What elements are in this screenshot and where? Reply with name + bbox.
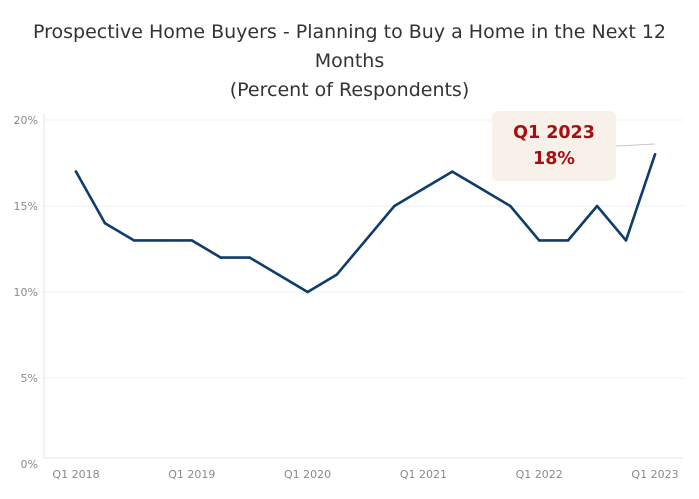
callout-value: 18% — [533, 149, 575, 169]
x-tick-label: Q1 2023 — [631, 468, 678, 481]
data-point — [364, 239, 367, 242]
y-tick-label: 20% — [14, 114, 38, 127]
data-point — [74, 170, 78, 173]
data-point — [480, 187, 483, 191]
data-point — [624, 239, 628, 242]
series-group — [74, 153, 657, 294]
data-point — [219, 256, 223, 259]
data-point — [566, 239, 570, 242]
data-point — [103, 221, 107, 225]
x-tick-label: Q1 2022 — [516, 468, 563, 481]
callout-annotation: Q1 2023 18% — [492, 111, 616, 181]
data-point — [451, 170, 454, 173]
callout-leader-line — [615, 143, 656, 147]
x-tick-label: Q1 2018 — [52, 468, 99, 481]
x-tick-labels: Q1 2018 Q1 2019 Q1 2020 Q1 2021 Q1 2022 Q1 20… — [52, 468, 678, 481]
x-tick-label: Q1 2021 — [400, 468, 447, 481]
data-point — [393, 204, 396, 208]
x-tick-label: Q1 2020 — [284, 468, 331, 481]
axes — [43, 113, 683, 459]
data-point — [595, 204, 599, 208]
data-point — [248, 256, 251, 259]
data-point — [190, 239, 194, 242]
y-tick-label: 10% — [14, 286, 38, 299]
data-point — [277, 273, 280, 277]
chart-title-line-1: Prospective Home Buyers - Planning to Bu… — [33, 21, 666, 43]
y-tick-label: 15% — [14, 200, 38, 213]
callout-label: Q1 2023 — [513, 123, 595, 143]
y-tick-labels: 0% 5% 10% 15% 20% — [14, 114, 38, 471]
chart-subtitle: (Percent of Respondents) — [229, 79, 470, 101]
data-point — [161, 239, 165, 242]
chart-title-block: Prospective Home Buyers - Planning to Bu… — [0, 18, 699, 105]
y-tick-label: 0% — [21, 458, 38, 471]
data-point — [306, 290, 309, 294]
data-point — [537, 239, 541, 242]
y-tick-label: 5% — [21, 372, 38, 385]
data-point — [335, 273, 338, 277]
x-tick-label: Q1 2019 — [168, 468, 215, 481]
data-point — [653, 153, 657, 156]
data-point — [422, 187, 425, 191]
data-point — [508, 204, 512, 208]
data-point — [132, 239, 136, 242]
chart-title-line-2: Months — [314, 50, 385, 72]
